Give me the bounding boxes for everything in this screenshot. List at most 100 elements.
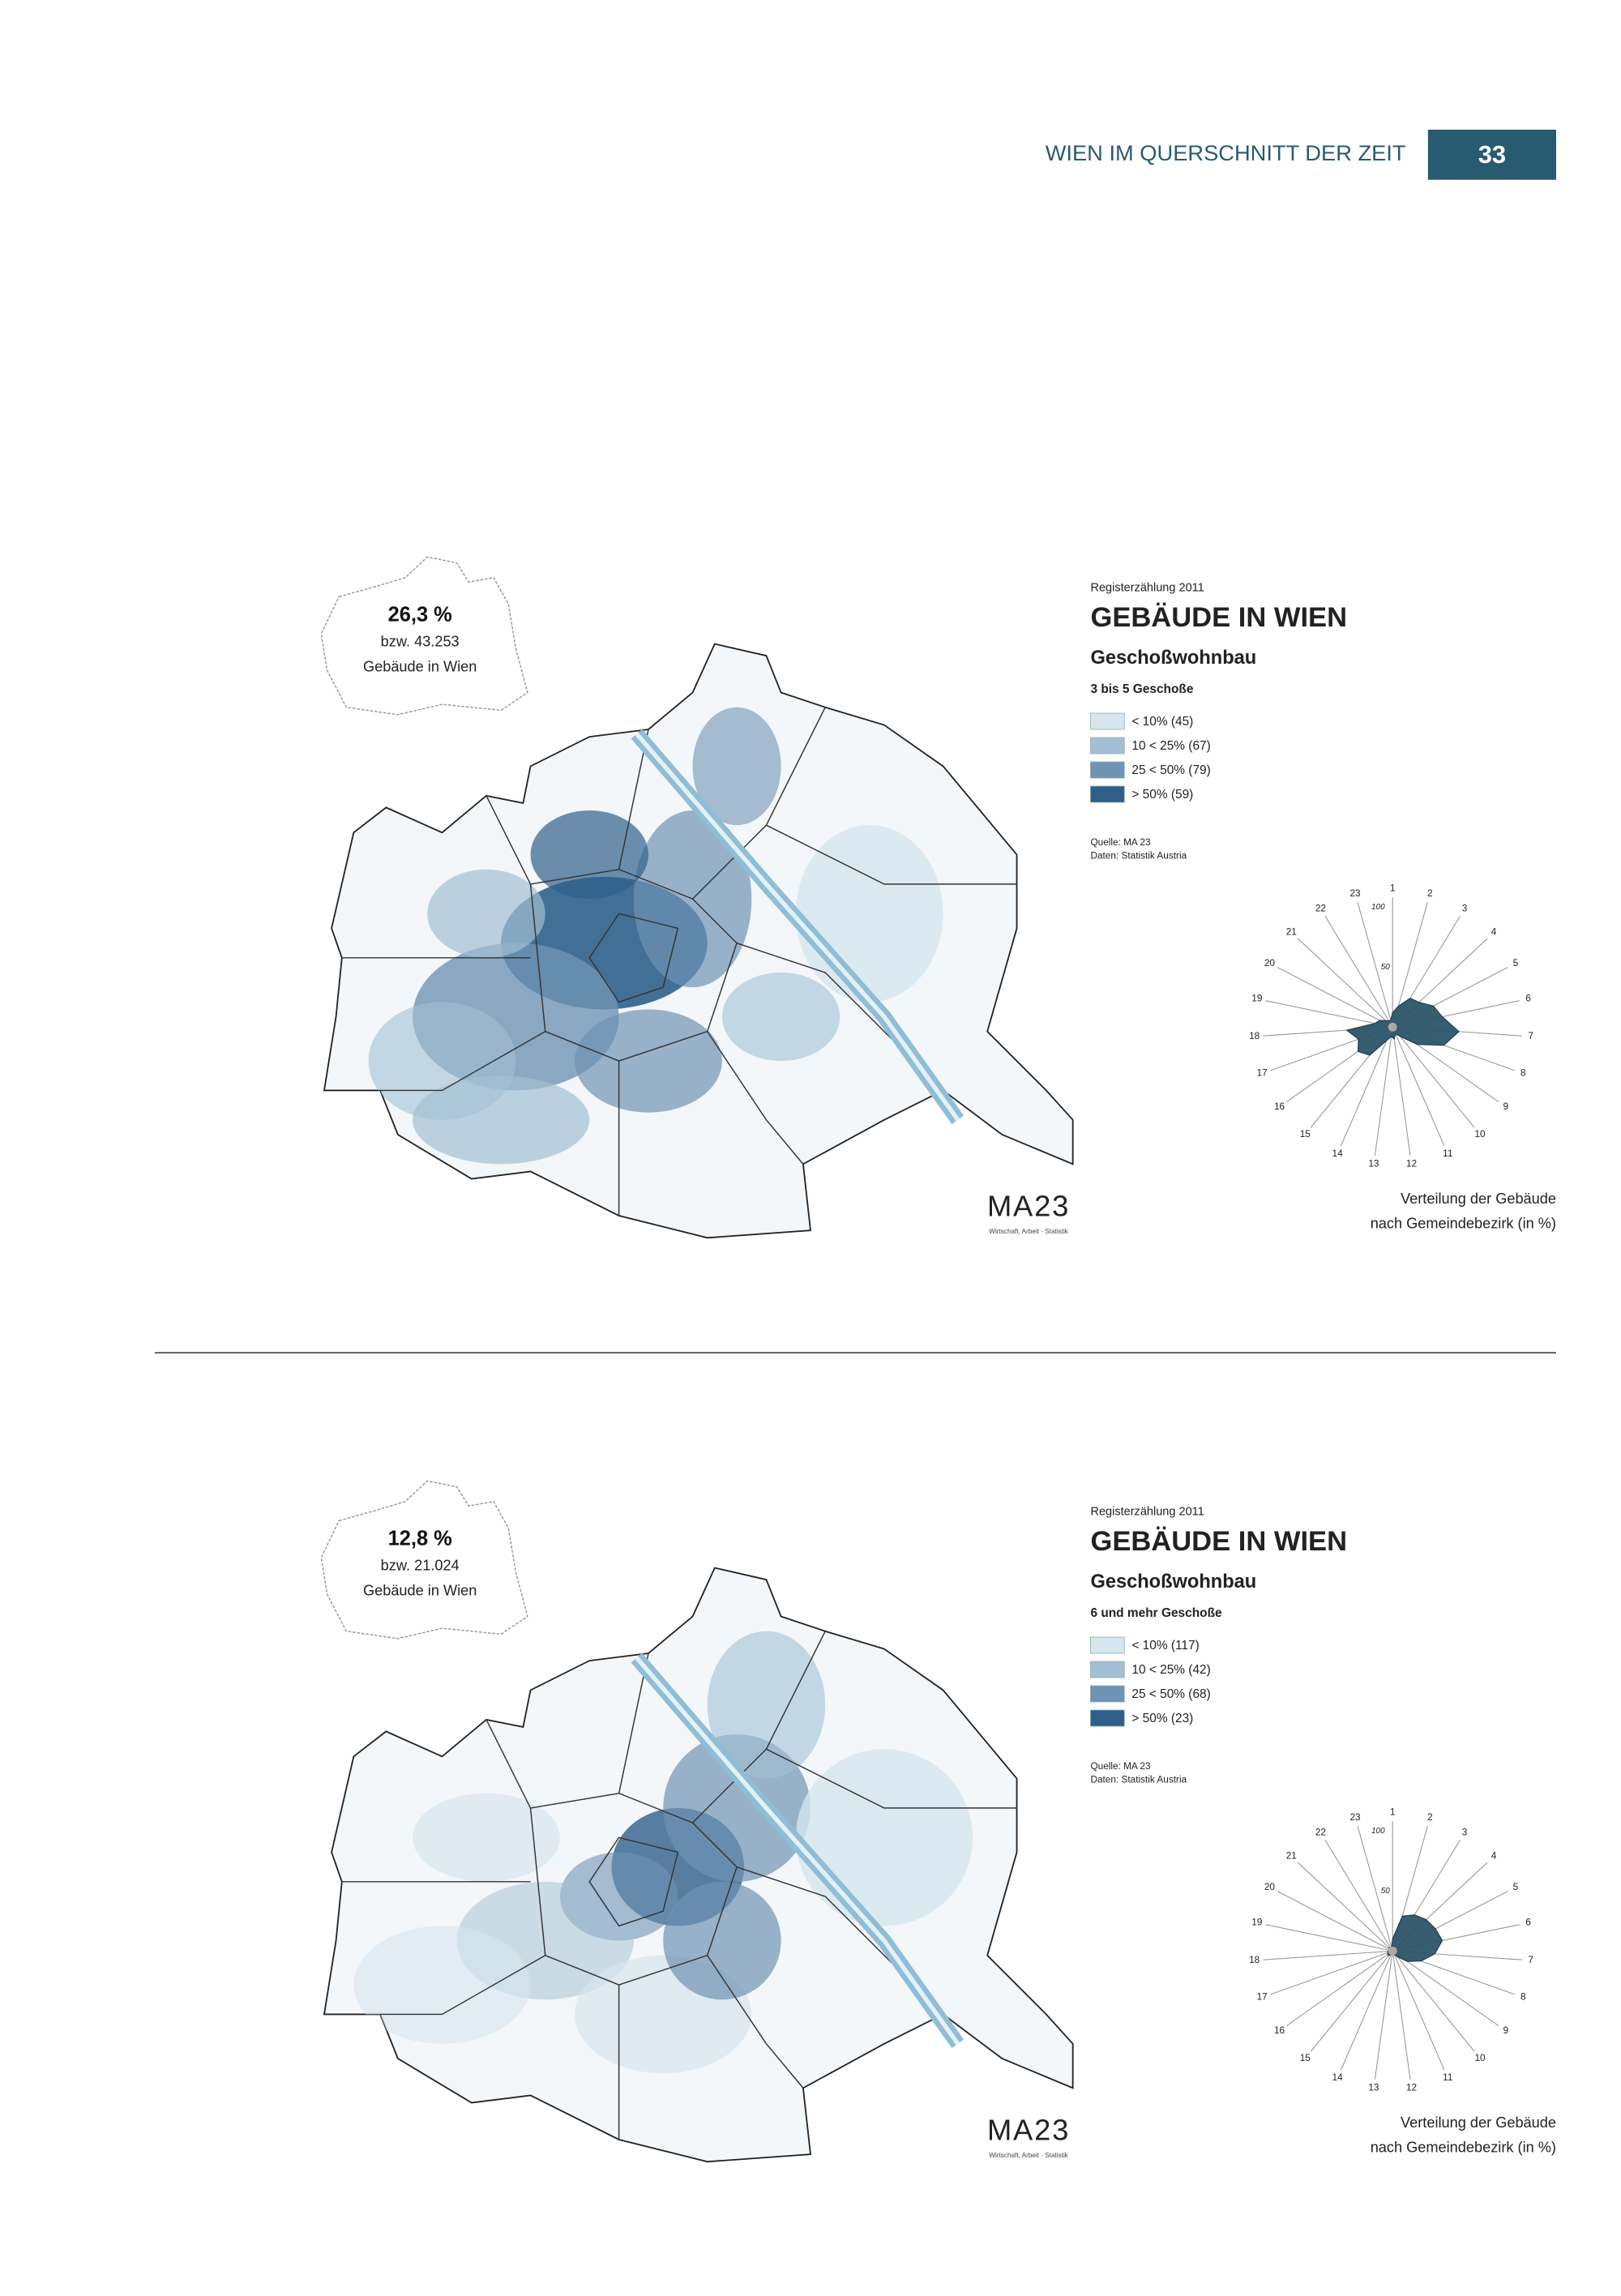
summary-percent: 26,3 % (388, 604, 452, 626)
radar-axis-label: 6 (1525, 1917, 1531, 1928)
district-border (485, 795, 532, 885)
legend-source: Quelle: MA 23 (1090, 1760, 1151, 1772)
district-border (529, 1792, 738, 1986)
legend-data-source: Daten: Statistik Austria (1090, 849, 1187, 861)
radar-spoke (1374, 1027, 1393, 1156)
map-patch (692, 707, 781, 826)
radar-axis-label: 4 (1491, 1850, 1497, 1862)
radar-axis-label: 2 (1427, 1811, 1433, 1823)
radar-axis-label: 20 (1264, 1881, 1276, 1892)
map-patch (353, 1926, 531, 2044)
radar-spoke (1392, 1027, 1411, 1156)
radar-spoke (1357, 1826, 1393, 1952)
map-patch (427, 869, 545, 958)
radar-spoke (1392, 1951, 1445, 2071)
district-border (707, 1955, 804, 2089)
legend-label: > 50% (23) (1131, 1712, 1193, 1725)
map-patch (721, 973, 840, 1062)
legend-swatch (1090, 712, 1125, 730)
district-border (380, 1955, 546, 2016)
legend-kicker: Registerzählung 2011 (1090, 581, 1204, 594)
radar-axis-label: 8 (1520, 1067, 1526, 1079)
legend-title: GEBÄUDE IN WIEN (1090, 602, 1347, 633)
summary-count: bzw. 43.253 (381, 634, 460, 650)
radar-spoke (1392, 1950, 1499, 2026)
radar-axis-label: 17 (1257, 1067, 1268, 1079)
radar-axis-label: 20 (1264, 957, 1276, 968)
district-border (529, 868, 738, 1062)
map-patch (663, 1881, 781, 2000)
radar-axis-label: 16 (1274, 2024, 1285, 2036)
map-patch (530, 810, 648, 900)
radar-spoke (1392, 1026, 1475, 1128)
radar-spoke (1277, 1891, 1393, 1952)
radar-center (1388, 1022, 1397, 1032)
radar-axis-label: 9 (1503, 1101, 1509, 1112)
radar-spoke (1324, 916, 1393, 1028)
radar-spoke (1340, 1027, 1393, 1147)
radar-spoke (1357, 902, 1393, 1028)
radar-spoke (1374, 1951, 1393, 2080)
legend-data-source: Daten: Statistik Austria (1090, 1773, 1187, 1785)
legend-swatch (1090, 1636, 1125, 1654)
radar-axis-label: 19 (1251, 1917, 1262, 1928)
legend-category: 3 bis 5 Geschoße (1090, 682, 1193, 696)
radar-spoke (1263, 1950, 1393, 1960)
running-header: WIEN IM QUERSCHNITT DER ZEIT (1046, 140, 1406, 165)
radar-spoke (1392, 1950, 1475, 2052)
radar-axis-label: 21 (1286, 1850, 1297, 1862)
radar-axis-label: 18 (1249, 1030, 1260, 1041)
legend-label: < 10% (45) (1131, 715, 1193, 729)
vienna-icon (320, 1480, 528, 1640)
radar-spoke (1297, 938, 1393, 1028)
radar-center (1388, 1946, 1397, 1956)
legend-subtitle: Geschoßwohnbau (1090, 1571, 1256, 1593)
radar-spoke (1324, 1840, 1393, 1952)
legend-source: Quelle: MA 23 (1090, 836, 1151, 848)
radar-area (1345, 997, 1460, 1056)
radar-axis-label: 3 (1462, 902, 1468, 913)
logo-tagline: Wirtschaft, Arbeit · Statistik (989, 2152, 1069, 2159)
page-number: 33 (1478, 140, 1506, 169)
logo: MA23 (987, 1190, 1070, 1223)
summary-label: Gebäude in Wien (363, 658, 477, 674)
logo-tagline: Wirtschaft, Arbeit · Statistik (989, 1228, 1069, 1235)
danube-inner (635, 732, 960, 1122)
radar-axis-label: 14 (1332, 2072, 1344, 2083)
radar-spoke (1340, 1951, 1393, 2071)
radar-axis-label: 12 (1406, 2082, 1417, 2093)
caption: nach Gemeindebezirk (in %) (1371, 1216, 1556, 1232)
radar-axis-label: 8 (1520, 1991, 1526, 2003)
legend-swatch (1090, 785, 1125, 803)
radar-axis-label: 1 (1390, 882, 1396, 893)
radar-spoke (1286, 1950, 1393, 2026)
legend-swatch (1090, 761, 1125, 779)
caption: Verteilung der Gebäude (1401, 1191, 1556, 1207)
summary-percent: 12,8 % (388, 1528, 452, 1550)
radar-axis-label: 5 (1513, 1881, 1519, 1892)
radar-axis-label: 23 (1350, 1811, 1362, 1823)
radar-axis-label: 21 (1286, 926, 1297, 938)
radar-spoke (1277, 967, 1393, 1028)
legend-swatch (1090, 1661, 1125, 1678)
radar-axis-label: 16 (1274, 1101, 1285, 1112)
radar-area (1387, 1914, 1444, 1962)
radar-tick-label: 50 (1381, 963, 1391, 972)
district-border (588, 1836, 679, 1927)
caption: nach Gemeindebezirk (in %) (1371, 2140, 1556, 2156)
radar-axis-label: 22 (1315, 902, 1326, 913)
legend-label: 25 < 50% (79) (1131, 763, 1210, 777)
district-border (380, 1031, 546, 1092)
district-border (707, 1031, 804, 1165)
legend-swatch (1090, 1709, 1125, 1727)
district-border (766, 1748, 1017, 1809)
radar-axis-label: 13 (1368, 2082, 1379, 2093)
radar-axis-label: 7 (1528, 1954, 1533, 1965)
legend-label: > 50% (59) (1131, 788, 1193, 802)
map (323, 643, 1074, 1239)
radar-spoke (1265, 1000, 1393, 1028)
radar-axis-label: 22 (1315, 1826, 1326, 1837)
panel: 12,8 % bzw. 21.024 Gebäude in Wien MA23 Wirt… (320, 1480, 1556, 2163)
